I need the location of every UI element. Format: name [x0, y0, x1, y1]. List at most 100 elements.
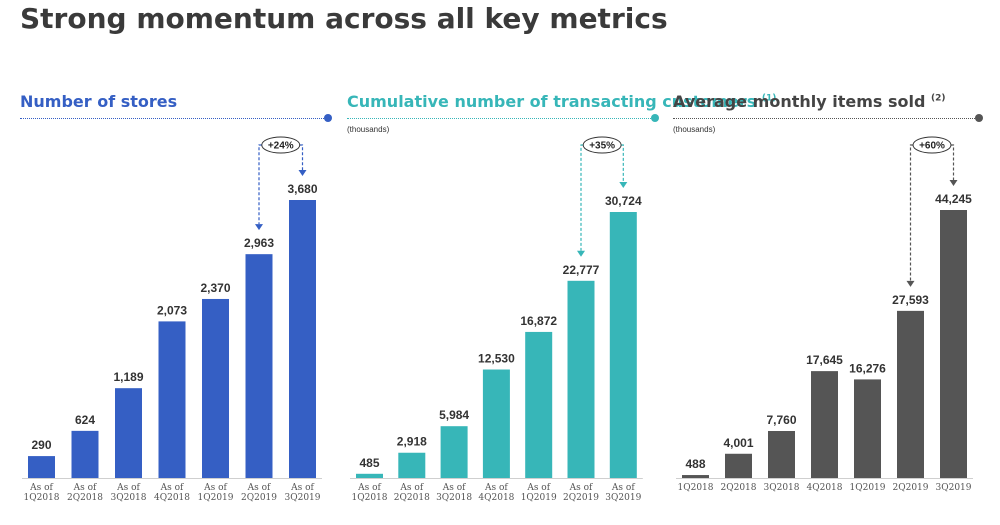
items-unit-label: (thousands)	[673, 125, 716, 134]
customers-value-label-1: 485	[359, 456, 379, 470]
customers-bar-2	[398, 452, 426, 478]
items-bar-5	[854, 379, 881, 478]
stores-chart-title: Number of stores	[20, 92, 178, 111]
customers-tick-label-2-line-2: 2Q2018	[394, 493, 430, 503]
customers-bar-1	[356, 473, 383, 478]
items-value-label-1: 488	[685, 457, 705, 471]
stores-value-label-4: 2,073	[157, 303, 187, 317]
customers-bar-3	[440, 426, 468, 478]
items-value-label-7: 44,245	[935, 192, 972, 206]
customers-growth-label: +35%	[589, 141, 615, 152]
items-rule-dot	[975, 114, 983, 122]
items-value-label-4: 17,645	[806, 353, 843, 367]
customers-value-label-2: 2,918	[397, 435, 427, 449]
stores-bar-3	[115, 388, 142, 478]
items-growth-arrow-right	[949, 180, 958, 186]
customers-value-label-5: 16,872	[520, 314, 557, 328]
customers-chart-title: Cumulative number of transacting custome…	[347, 92, 777, 111]
customers-tick-label-4-line-1: As of	[484, 483, 508, 493]
stores-tick-label-7-line-1: As of	[290, 483, 314, 493]
items-chart-title: Average monthly items sold (2)	[673, 92, 946, 111]
items-growth-label: +60%	[919, 141, 945, 152]
items-tick-label-4: 4Q2018	[806, 483, 842, 493]
items-bar-6	[897, 310, 924, 478]
stores-chart-panel: Number of stores 290 As of 1Q2018 624 As of 2…	[20, 92, 332, 522]
items-tick-label-6: 2Q2019	[892, 483, 928, 493]
customers-unit-label: (thousands)	[347, 125, 390, 134]
customers-tick-label-1-line-2: 1Q2018	[351, 493, 387, 503]
items-bar-chart: 488 1Q2018 4,001 2Q2018 7,760 3Q2018 17,645 4Q2…	[676, 136, 973, 493]
stores-tick-label-1-line-2: 1Q2018	[23, 493, 59, 503]
customers-bar-6	[567, 280, 595, 478]
stores-bar-1	[28, 456, 55, 478]
items-growth-arrow-left	[906, 280, 915, 287]
stores-rule-dot	[324, 114, 332, 122]
stores-tick-label-7-line-2: 3Q2019	[284, 493, 320, 503]
items-bar-3	[768, 430, 795, 478]
items-value-label-2: 4,001	[723, 436, 753, 450]
customers-growth-badge	[582, 136, 622, 154]
stores-tick-label-3-line-1: As of	[116, 483, 140, 493]
customers-rule-dot	[651, 114, 659, 122]
customers-bar-7	[609, 212, 637, 478]
stores-growth-connector-left	[258, 144, 267, 225]
stores-bar-2	[71, 430, 99, 478]
customers-growth-arrow-right	[619, 182, 628, 188]
customers-value-label-3: 5,984	[439, 408, 469, 422]
customers-value-label-4: 12,530	[478, 352, 515, 366]
customers-tick-label-3-line-1: As of	[442, 483, 466, 493]
stores-bar-4	[158, 321, 186, 478]
stores-tick-label-5-line-1: As of	[203, 483, 227, 493]
items-value-label-3: 7,760	[766, 413, 796, 427]
customers-tick-label-2-line-1: As of	[399, 483, 423, 493]
page-title: Strong momentum across all key metrics	[20, 2, 668, 35]
stores-tick-label-6-line-2: 2Q2019	[241, 493, 277, 503]
stores-title-rule	[20, 118, 328, 119]
stores-value-label-5: 2,370	[200, 281, 230, 295]
stores-tick-label-2-line-2: 2Q2018	[67, 493, 103, 503]
stores-tick-label-2-line-1: As of	[73, 483, 97, 493]
customers-tick-label-5-line-1: As of	[526, 483, 550, 493]
customers-tick-label-1-line-1: As of	[357, 483, 381, 493]
customers-growth-arrow-left	[577, 250, 585, 257]
stores-bar-5	[202, 298, 229, 478]
items-tick-label-7: 3Q2019	[935, 483, 971, 493]
stores-tick-label-4-line-1: As of	[160, 483, 184, 493]
items-growth-connector-left	[909, 144, 918, 281]
items-tick-label-2: 2Q2018	[720, 483, 756, 493]
stores-growth-arrow-left	[255, 224, 263, 231]
items-value-label-5: 16,276	[849, 361, 886, 375]
customers-value-label-7: 30,724	[605, 194, 642, 208]
stores-value-label-3: 1,189	[113, 370, 143, 384]
customers-tick-label-3-line-2: 3Q2018	[436, 493, 472, 503]
items-bar-1	[682, 475, 709, 478]
customers-tick-label-6-line-1: As of	[569, 483, 593, 493]
stores-tick-label-4-line-2: 4Q2018	[154, 493, 190, 503]
items-bar-7	[940, 210, 967, 478]
stores-value-label-2: 624	[75, 413, 95, 427]
items-tick-label-1: 1Q2018	[677, 483, 713, 493]
items-bar-4	[811, 371, 838, 478]
customers-value-label-6: 22,777	[563, 263, 600, 277]
stores-bar-7	[289, 200, 316, 478]
customers-tick-label-7-line-2: 3Q2019	[605, 493, 641, 503]
customers-tick-label-5-line-2: 1Q2019	[521, 493, 557, 503]
stores-value-label-6: 2,963	[244, 236, 274, 250]
items-tick-label-3: 3Q2018	[763, 483, 799, 493]
customers-growth-connector-left	[580, 144, 589, 251]
items-tick-label-5: 1Q2019	[849, 483, 885, 493]
customers-bar-5	[525, 331, 553, 478]
customers-tick-label-4-line-2: 4Q2018	[478, 493, 514, 503]
stores-growth-badge	[261, 136, 301, 154]
items-value-label-6: 27,593	[892, 293, 929, 307]
customers-chart-panel: Cumulative number of transacting custome…	[347, 92, 776, 522]
stores-tick-label-5-line-2: 1Q2019	[197, 493, 233, 503]
stores-tick-label-3-line-2: 3Q2018	[110, 493, 146, 503]
customers-tick-label-6-line-2: 2Q2019	[563, 493, 599, 503]
customers-growth-connector-right	[616, 144, 624, 182]
stores-value-label-1: 290	[31, 438, 51, 452]
items-growth-badge	[912, 136, 952, 154]
stores-tick-label-1-line-1: As of	[29, 483, 53, 493]
